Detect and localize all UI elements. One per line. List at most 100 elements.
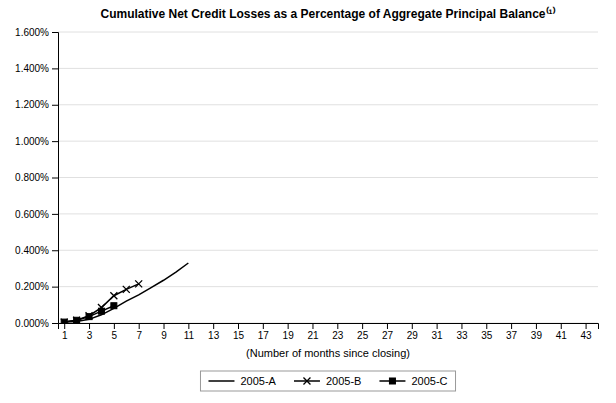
tick-mark xyxy=(52,250,58,251)
y-tick: 0.000% xyxy=(15,318,58,329)
x-tick: 41 xyxy=(556,323,568,341)
x-tick: 7 xyxy=(136,323,142,341)
y-tick: 0.400% xyxy=(15,245,58,256)
x-tick: 11 xyxy=(184,323,195,341)
y-tick: 1.200% xyxy=(15,99,58,110)
grid-line xyxy=(58,32,598,33)
tick-label: 39 xyxy=(531,330,543,341)
legend-label: 2005-B xyxy=(326,375,361,387)
series xyxy=(61,280,142,323)
tick-label: 0.800% xyxy=(15,172,49,183)
marker-shape xyxy=(111,303,117,309)
tick-mark xyxy=(387,323,388,329)
marker-shape xyxy=(123,286,130,293)
legend-label: 2005-A xyxy=(240,375,276,387)
x-tick: 43 xyxy=(581,323,593,341)
marker xyxy=(123,286,130,293)
tick-mark xyxy=(114,323,115,329)
tick-mark xyxy=(263,323,264,329)
y-axis: 0.000%0.200%0.400%0.600%0.800%1.000%1.20… xyxy=(15,27,58,329)
tick-mark xyxy=(188,323,189,329)
tick-mark xyxy=(52,178,58,179)
x-tick: 39 xyxy=(531,323,543,341)
tick-label: 1.200% xyxy=(15,99,49,110)
tick-mark xyxy=(461,323,462,329)
x-tick: 31 xyxy=(432,323,444,341)
marker-shape xyxy=(74,317,80,323)
marker xyxy=(111,303,117,309)
x-tick: 23 xyxy=(332,323,344,341)
tick-label: 3 xyxy=(87,330,93,341)
axis-line xyxy=(59,324,599,330)
marker-shape xyxy=(135,280,142,287)
grid-line xyxy=(58,177,598,178)
legend-marker-shape xyxy=(389,378,395,384)
x-tick: 1 xyxy=(62,323,68,341)
grid-line xyxy=(58,141,598,142)
tick-label: 7 xyxy=(136,330,142,341)
tick-label: 9 xyxy=(161,330,167,341)
tick-mark xyxy=(64,323,65,329)
tick-label: 43 xyxy=(581,330,593,341)
marker xyxy=(98,308,104,314)
tick-label: 13 xyxy=(208,330,220,341)
x-tick: 5 xyxy=(112,323,118,341)
tick-label: 0.600% xyxy=(15,209,49,220)
tick-mark xyxy=(238,323,239,329)
tick-label: 29 xyxy=(407,330,419,341)
line xyxy=(64,284,138,322)
y-tick: 0.600% xyxy=(15,209,58,220)
legend-swatch xyxy=(208,380,234,382)
tick-label: 0.400% xyxy=(15,245,49,256)
x-tick: 29 xyxy=(407,323,419,341)
tick-label: 1.600% xyxy=(15,27,49,38)
y-tick: 1.000% xyxy=(15,136,58,147)
tick-label: 15 xyxy=(233,330,245,341)
x-tick: 21 xyxy=(307,323,319,341)
legend-box xyxy=(200,371,455,391)
marker-shape xyxy=(61,319,67,323)
tick-mark xyxy=(89,323,90,329)
x-tick: 15 xyxy=(233,323,245,341)
marker-shape xyxy=(73,317,80,323)
legend-item: 2005-A xyxy=(208,375,276,387)
axis-line xyxy=(52,33,59,324)
grid-line xyxy=(58,104,598,105)
x-tick: 13 xyxy=(208,323,220,341)
marker xyxy=(135,280,142,287)
marker xyxy=(74,317,80,323)
tick-mark xyxy=(511,323,512,329)
tick-mark xyxy=(52,68,58,69)
tick-mark xyxy=(52,105,58,106)
series-group xyxy=(61,263,189,323)
marker xyxy=(86,314,92,320)
tick-label: 35 xyxy=(481,330,493,341)
chart: 1357911131517192123252729313335373941430… xyxy=(0,0,616,403)
tick-label: 27 xyxy=(382,330,394,341)
line xyxy=(64,306,114,322)
tick-mark xyxy=(337,323,338,329)
tick-mark xyxy=(288,323,289,329)
tick-label: 19 xyxy=(283,330,295,341)
tick-mark xyxy=(52,141,58,142)
tick-label: 11 xyxy=(184,330,195,341)
tick-label: 37 xyxy=(506,330,518,341)
marker xyxy=(86,312,93,319)
grid-line xyxy=(58,250,598,251)
x-tick: 37 xyxy=(506,323,518,341)
grid-line xyxy=(58,68,598,69)
tick-label: 21 xyxy=(307,330,319,341)
tick-label: 17 xyxy=(258,330,270,341)
tick-mark xyxy=(213,323,214,329)
tick-mark xyxy=(412,323,413,329)
tick-mark xyxy=(164,323,165,329)
tick-mark xyxy=(362,323,363,329)
grid xyxy=(58,32,598,323)
grid-line xyxy=(58,286,598,287)
x-axis-label: (Number of months since closing) xyxy=(246,347,410,359)
tick-label: 5 xyxy=(112,330,118,341)
series xyxy=(64,263,188,322)
tick-label: 1.400% xyxy=(15,63,49,74)
tick-label: 33 xyxy=(456,330,468,341)
legend-marker-shape xyxy=(303,378,310,385)
